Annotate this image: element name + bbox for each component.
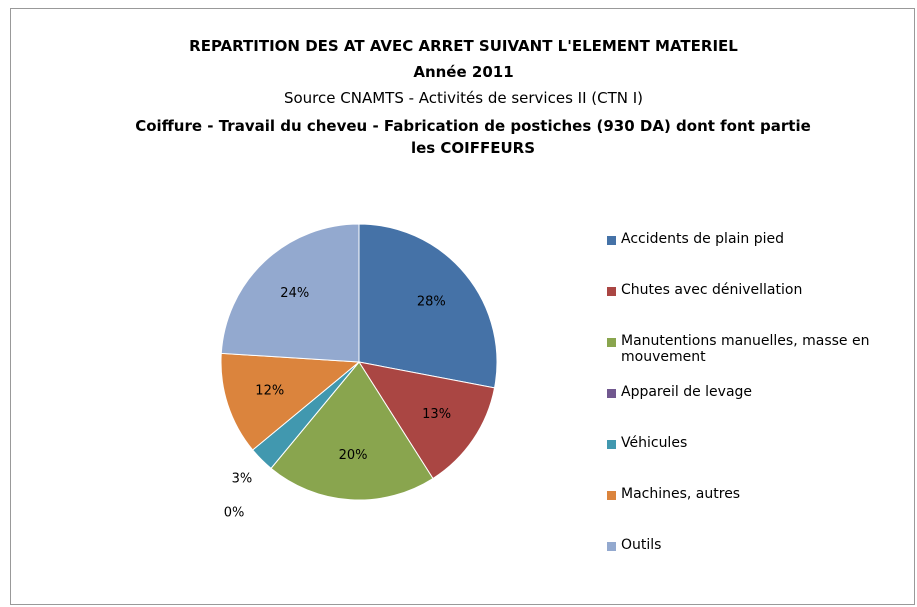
data-label: 20% [339,448,368,463]
legend-item: Machines, autres [607,486,907,537]
legend-swatch [607,287,616,296]
legend-swatch [607,389,616,398]
data-label: 13% [422,407,451,422]
legend-label: Chutes avec dénivellation [621,282,803,298]
chart-subtitle: Année 2011 [413,63,514,81]
legend-item: Accidents de plain pied [607,231,907,282]
data-label: 28% [417,295,446,310]
legend-label: Accidents de plain pied [621,231,785,247]
chart-source: Source CNAMTS - Activités de services II… [283,89,644,107]
data-label: 24% [280,286,309,301]
pie-slice [358,223,498,389]
legend-label: Manutentions manuelles, masse en mouveme… [621,333,870,365]
legend-label: Outils [621,537,662,553]
pie-slice [220,352,361,451]
legend-item: Appareil de levage [607,384,907,435]
legend-item: Outils [607,537,907,588]
pie-slice [220,223,360,363]
legend-item: Manutentions manuelles, masse en mouveme… [607,333,907,384]
chart: REPARTITION DES AT AVEC ARRET SUIVANT L'… [10,8,915,605]
legend-item: Chutes avec dénivellation [607,282,907,333]
legend-label: Appareil de levage [621,384,753,400]
chart-description: Coiffure - Travail du cheveu - Fabricati… [135,117,811,157]
legend-swatch [607,236,616,245]
plot: 28% 13% 20% 0% 3% 12% 24% [220,223,498,520]
legend-item: Véhicules [607,435,907,486]
legend-label: Machines, autres [621,486,741,502]
data-label: 0% [224,505,245,520]
pie-slice [270,361,434,501]
data-label: 12% [255,383,284,398]
data-label: 3% [232,472,253,487]
legend-swatch [607,440,616,449]
legend-swatch [607,542,616,551]
legend-label: Véhicules [621,435,688,451]
pie-slice [357,361,496,480]
legend-swatch [607,491,616,500]
legend-swatch [607,338,616,347]
legend: Accidents de plain pied Chutes avec déniv… [607,231,907,588]
chart-title: REPARTITION DES AT AVEC ARRET SUIVANT L'… [189,37,738,55]
